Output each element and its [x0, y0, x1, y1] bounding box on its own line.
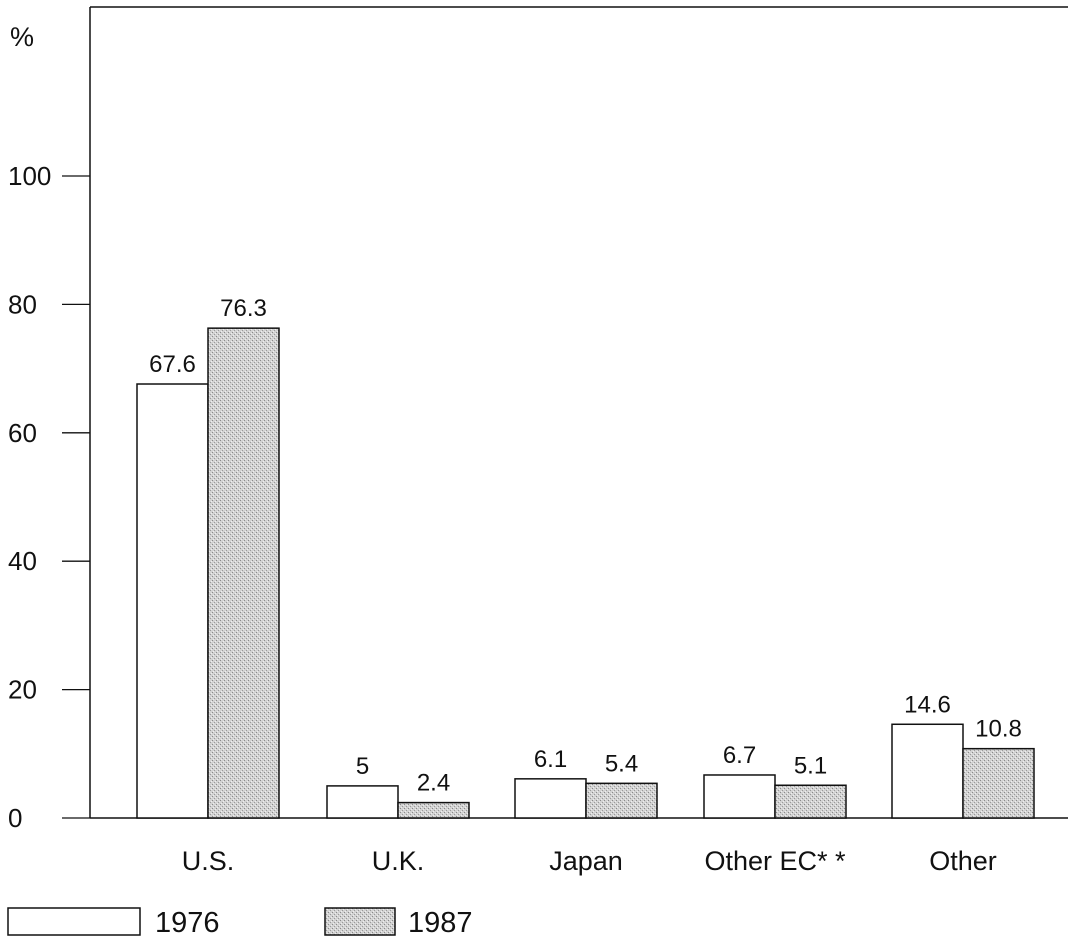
bar-1987 [397, 801, 470, 819]
y-tick-label: 20 [8, 675, 37, 705]
legend-label-1987: 1987 [408, 907, 473, 939]
data-label-1976: 67.6 [149, 351, 196, 378]
x-category-label: Japan [549, 846, 623, 876]
data-label-1987: 5.4 [605, 750, 638, 777]
data-label-1987: 2.4 [417, 770, 450, 797]
legend-swatch-1987 [324, 907, 396, 936]
bar-1987 [207, 327, 280, 819]
data-label-1976: 5 [356, 753, 369, 780]
data-label-1987: 10.8 [975, 716, 1022, 743]
bar-1976 [514, 778, 587, 819]
x-category-label: U.K. [372, 846, 425, 876]
bar-1987 [774, 784, 847, 819]
bar-1976 [136, 383, 209, 819]
bar-1987 [962, 747, 1035, 819]
legend-label-1976: 1976 [155, 907, 220, 939]
bar-1976 [703, 774, 776, 819]
bar-1987 [585, 782, 658, 819]
data-label-1987: 5.1 [794, 752, 827, 779]
legend-swatch-1976 [7, 907, 141, 936]
y-tick-label: 80 [8, 289, 37, 319]
data-label-1976: 6.1 [534, 746, 567, 773]
y-tick-label: 100 [8, 161, 51, 191]
data-label-1976: 6.7 [723, 742, 756, 769]
data-label-1976: 14.6 [904, 691, 951, 718]
x-category-label: U.S. [182, 846, 235, 876]
bar-1976 [891, 723, 964, 819]
y-tick-label: 0 [8, 803, 22, 833]
y-unit-label: % [10, 22, 34, 52]
y-tick-label: 40 [8, 546, 37, 576]
x-category-label: Other EC* * [704, 846, 846, 876]
y-tick-label: 60 [8, 418, 37, 448]
bar-1976 [326, 785, 399, 819]
data-label-1987: 76.3 [220, 295, 267, 322]
x-category-label: Other [929, 846, 997, 876]
